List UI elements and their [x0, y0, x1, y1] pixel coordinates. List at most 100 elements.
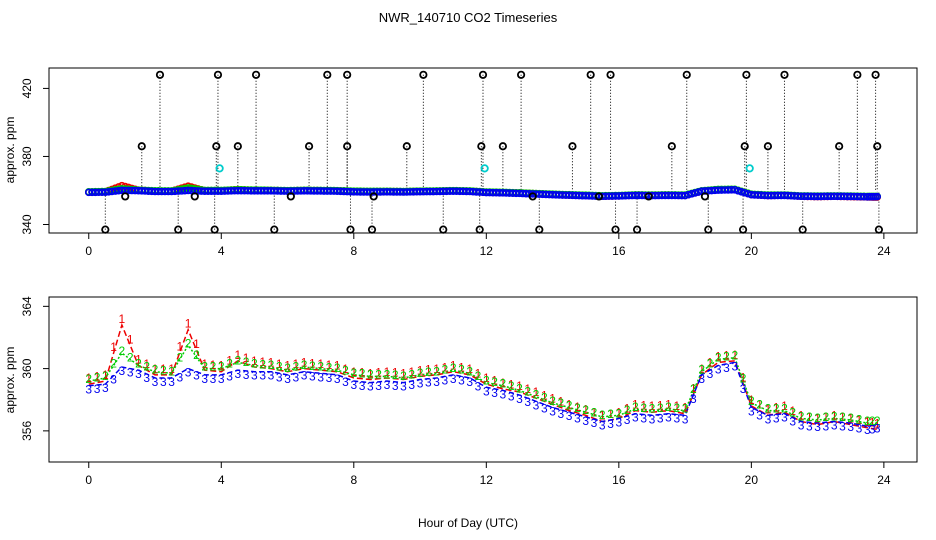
bottom-series-1-marker: 1: [582, 402, 589, 416]
bottom-series-1-marker: 1: [185, 317, 192, 331]
bottom-series-3-marker: 3: [781, 411, 788, 425]
bottom-series-2-marker: 2: [856, 413, 863, 427]
bottom-series-3-marker: 3: [541, 401, 548, 415]
bottom-series-3-marker: 3: [359, 379, 366, 393]
top-x-tick-label: 12: [480, 244, 494, 258]
bottom-series-1-marker: 1: [243, 351, 250, 365]
bottom-series-2-marker: 2: [707, 356, 714, 370]
top-outlier-point: [478, 70, 488, 79]
top-x-tick-label: 8: [350, 244, 357, 258]
bottom-series-2-marker: 2: [450, 361, 457, 375]
bottom-series-3-marker: 3: [143, 371, 150, 385]
bottom-series-2-marker: 2: [831, 409, 838, 423]
bottom-series-3-marker: 3: [259, 369, 266, 383]
bottom-series-2-marker: 2: [152, 363, 159, 377]
bottom-series-1-marker: 1: [309, 356, 316, 370]
bottom-series-2-marker: 2: [433, 364, 440, 378]
bottom-series-3-marker: 3: [400, 380, 407, 394]
bottom-x-tick-label: 24: [877, 473, 891, 487]
bottom-series-1-marker: 1: [359, 366, 366, 380]
bottom-series-2-marker: 2: [806, 410, 813, 424]
top-outlier-point: [528, 192, 537, 201]
bottom-series-3-marker: 3: [152, 375, 159, 389]
bottom-series-1-marker: 1: [740, 370, 747, 384]
bottom-series-1-marker: 1: [715, 349, 722, 363]
bottom-series-1-marker: 1: [806, 410, 813, 424]
top-series-3-point: [737, 187, 746, 196]
top-outlier-point: [835, 142, 844, 151]
bottom-series-2-marker: 2: [566, 399, 573, 413]
bottom-series-2-marker: 2: [615, 406, 622, 420]
top-y-tick-label: 340: [20, 214, 34, 234]
bottom-series-1-marker: 1: [127, 332, 134, 346]
top-outlier-point: [871, 70, 880, 79]
top-tick-layer: 0 4 8 12 16 20 24 340 380 420: [20, 78, 891, 258]
top-outlier-point: [763, 142, 773, 151]
bottom-series-2-marker: 2: [607, 407, 614, 421]
bottom-series-2-marker: 2: [541, 391, 548, 405]
bottom-series-2-marker: 2: [839, 410, 846, 424]
top-x-tick-label: 20: [745, 244, 759, 258]
top-outlier-point: [190, 192, 199, 201]
bottom-series-2-marker: 2: [500, 377, 507, 391]
bottom-series-3-marker: 3: [500, 387, 507, 401]
bottom-series-3-marker: 3: [839, 419, 846, 433]
top-outlier-point: [270, 225, 279, 234]
bottom-series-3-marker: 3: [466, 375, 473, 389]
top-outlier-point: [644, 192, 653, 201]
bottom-series-3-marker: 3: [798, 419, 805, 433]
bottom-series-2-marker: 2: [392, 368, 399, 382]
bottom-series-1-marker: 1: [102, 368, 109, 382]
bottom-series-1-marker: 1: [698, 362, 705, 376]
bottom-series-3-marker: 3: [582, 414, 589, 428]
top-outlier-point: [586, 70, 595, 79]
bottom-series-3-marker: 3: [185, 366, 192, 380]
bottom-series-2-marker: 2: [127, 350, 134, 364]
bottom-series-2-marker: 2: [673, 401, 680, 415]
bottom-series-2-marker: 2: [367, 367, 374, 381]
bottom-series-3-marker: 3: [243, 368, 250, 382]
bottom-x-tick-label: 20: [745, 473, 759, 487]
top-series-3-point: [691, 189, 699, 197]
bottom-series-1-marker: 1: [640, 398, 647, 412]
bottom-series-1-marker: 1: [814, 412, 821, 426]
bottom-series-1-marker: 1: [773, 401, 780, 415]
bottom-series-3-marker: 3: [574, 412, 581, 426]
bottom-series-1-marker: 1: [234, 348, 241, 362]
bottom-series-1-marker: 1: [433, 362, 440, 376]
bottom-series-2-marker: 2: [599, 408, 606, 422]
bottom-series-2-marker: 2: [657, 401, 664, 415]
bottom-series-2-marker: 2: [292, 360, 299, 374]
bottom-series-3-marker: 3: [524, 395, 531, 409]
bottom-series-2-marker: 2: [690, 382, 697, 396]
bottom-series-3-marker: 3: [640, 412, 647, 426]
bottom-series-3-marker: 3: [450, 372, 457, 386]
top-outlier-point: [402, 142, 411, 151]
bottom-series-2-marker: 2: [143, 360, 150, 374]
bottom-series-2-marker: 2: [869, 414, 876, 428]
bottom-series-3-marker: 3: [218, 372, 225, 386]
bottom-series-2-marker: 2: [400, 369, 407, 383]
bottom-series-1-marker: 1: [864, 415, 871, 429]
bottom-series-3-marker: 3: [367, 380, 374, 394]
top-outlier-point: [212, 142, 221, 151]
bottom-series-3-marker: 3: [599, 419, 606, 433]
bottom-series-1-marker: 1: [847, 412, 854, 426]
bottom-series-3-marker: 3: [869, 422, 876, 436]
bottom-series-3-marker: 3: [135, 367, 142, 381]
top-series-3-point: [730, 185, 739, 194]
bottom-series-1-marker: 1: [748, 393, 755, 407]
top-outlier-point: [343, 142, 352, 151]
top-outlier-point: [742, 70, 751, 79]
bottom-series-1-marker: 1: [723, 349, 730, 363]
top-y-tick-label: 380: [20, 146, 34, 166]
bottom-series-2-marker: 2: [847, 411, 854, 425]
bottom-series-1-marker: 1: [384, 365, 391, 379]
bottom-series-1-marker: 1: [789, 404, 796, 418]
bottom-series-3-marker: 3: [682, 412, 689, 426]
bottom-series-2-marker: 2: [359, 367, 366, 381]
bottom-y-tick-label: 356: [20, 421, 34, 441]
bottom-series-1-marker: 1: [516, 379, 523, 393]
bottom-series-2-marker: 2: [524, 385, 531, 399]
bottom-series-1-marker: 1: [408, 365, 415, 379]
